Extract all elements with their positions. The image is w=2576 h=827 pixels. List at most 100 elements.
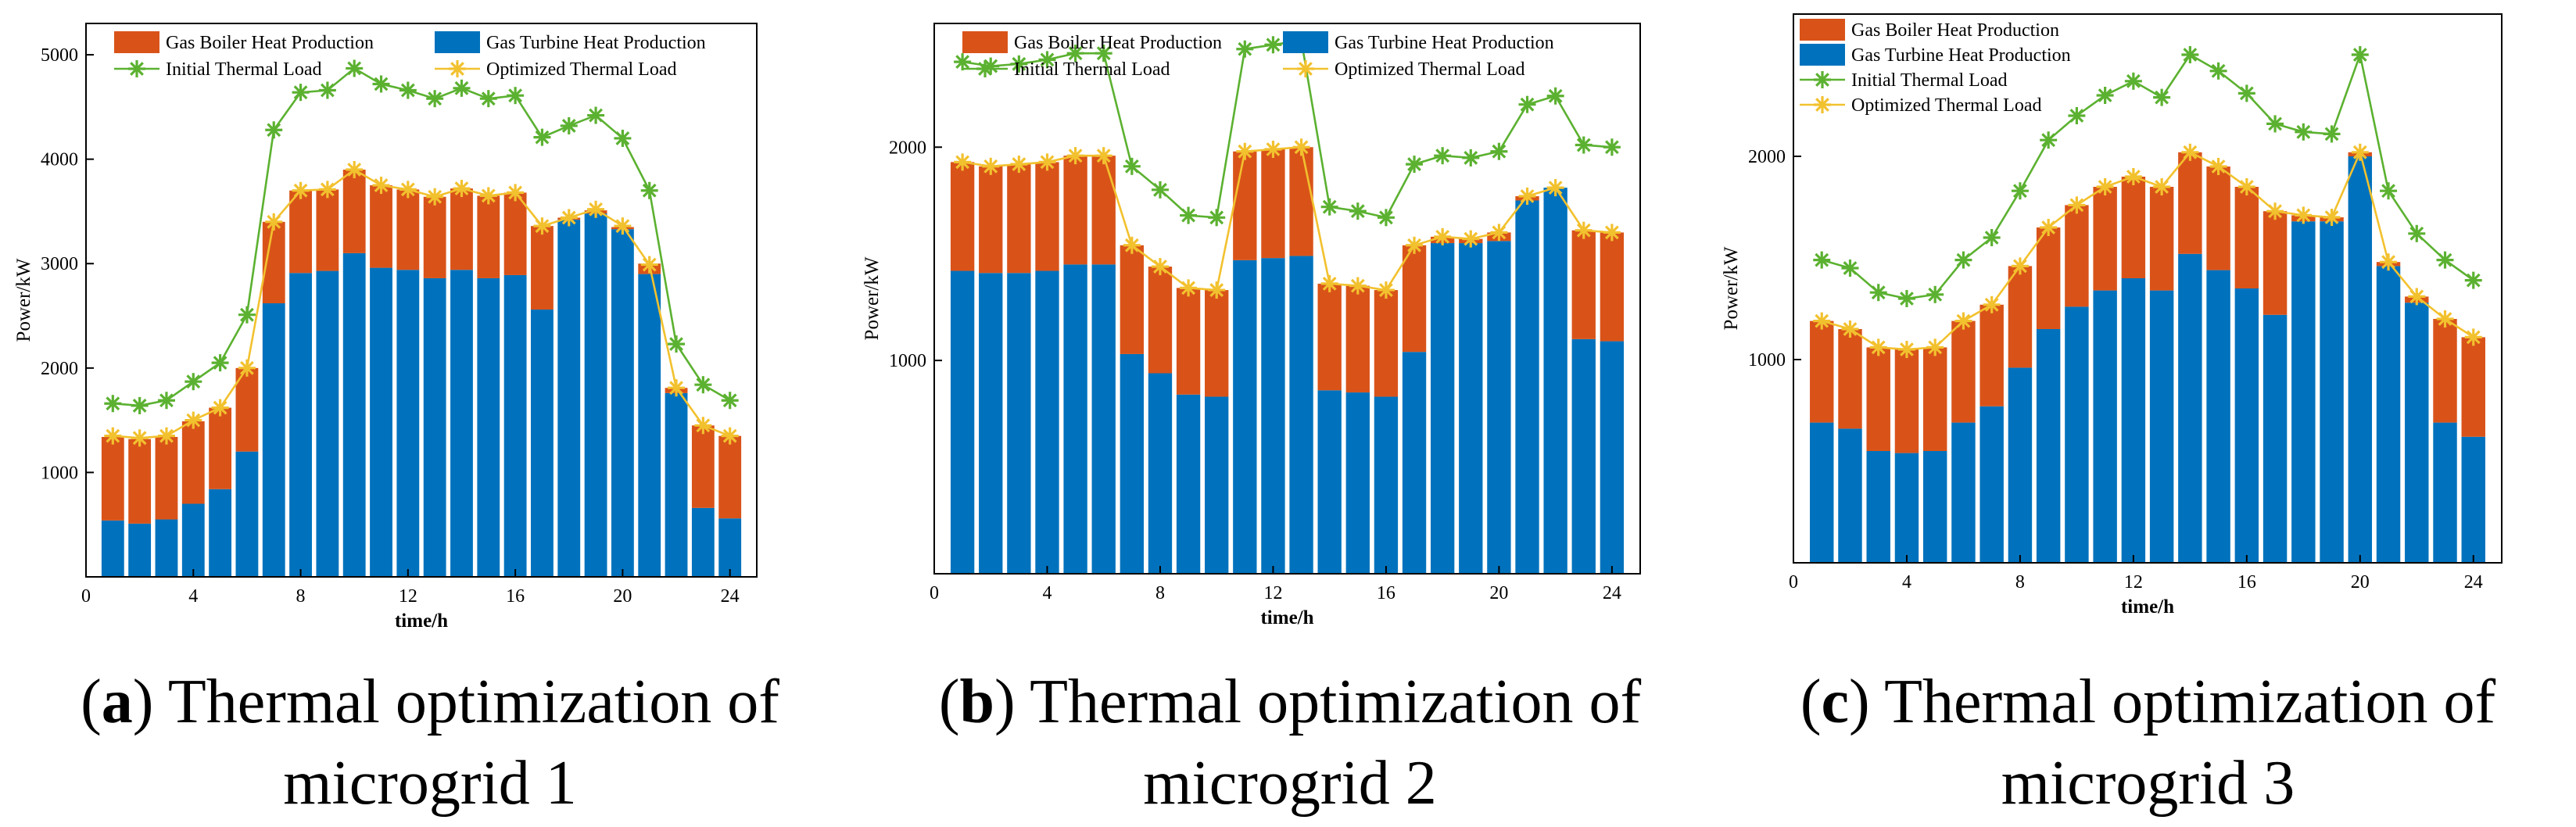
initial-load-point [211,354,229,372]
optimized-load-point-stroke [2324,210,2339,224]
initial-load-point-stroke [2041,133,2056,148]
optimized-load-point-stroke [1464,231,1478,246]
initial-load-point [1377,209,1395,227]
legend-label-boiler: Gas Boiler Heat Production [166,33,374,53]
initial-load-point [292,84,310,102]
legend-marker-optimized [449,60,466,77]
initial-load-point [1066,45,1084,63]
optimized-load-point-stroke [955,155,970,170]
y-tick-label: 2000 [41,359,78,379]
optimized-load-point-stroke [186,413,201,428]
optimized-load-point-stroke [2041,220,2056,234]
chart-a: 0 4 8 12 16 20 24 time/h 1000 2000 3000 4000 5000 Pow… [13,23,758,632]
turbine-bar [1007,273,1031,574]
boiler-bar [423,196,446,278]
boiler-bar [1289,147,1313,256]
initial-load-point [1546,87,1564,105]
initial-load-point-stroke [1604,140,1619,155]
initial-load-point-stroke [1815,252,1829,267]
optimized-load-point-stroke [267,214,281,229]
turbine-bar [2291,221,2316,563]
boiler-bar [1035,162,1059,271]
optimized-load-point [1462,230,1480,248]
initial-load-point [2040,131,2058,149]
turbine-bar [342,252,366,577]
legend-marker-optimized-stroke [1299,62,1313,76]
optimized-load-point-stroke [2268,204,2282,219]
plot-frame [85,23,758,578]
initial-load-point [1010,55,1028,73]
initial-load-point-stroke [400,83,415,98]
boiler-bar [316,189,339,271]
initial-load-point [2181,46,2199,63]
optimized-load-point [1349,277,1367,295]
legend: Gas Boiler Heat Production Gas Turbine He… [962,31,1554,80]
initial-load-point [694,376,712,394]
turbine-bar [2149,290,2174,563]
optimized-load-point [1983,295,2001,313]
initial-load-point-stroke [1322,199,1337,214]
turbine-bar [1261,258,1285,574]
optimized-load-point-stroke [1435,229,1450,244]
initial-load-point [1236,40,1254,58]
y-tick-label: 3000 [41,254,78,274]
y-tick-label: 4000 [41,150,78,170]
boiler-bar [1317,283,1342,391]
initial-load-point [479,90,497,108]
x-tick-label: 16 [506,586,525,607]
optimized-load-point-stroke [2126,170,2141,184]
turbine-bar [101,520,124,577]
optimized-load-point-stroke [1815,313,1829,328]
optimized-load-point-stroke [2098,180,2112,194]
x-tick-label: 20 [1489,583,1508,603]
optimized-load-point [346,161,364,179]
initial-load-line [113,66,731,407]
turbine-bar [584,213,607,577]
initial-load-point [1095,45,1112,63]
optimized-load-point [1095,147,1112,165]
optimized-load-point-stroke [642,257,657,272]
optimized-load-point-stroke [2211,159,2226,174]
turbine-bar [1205,396,1229,574]
initial-load-point-stroke [642,183,657,198]
boiler-bar [2036,227,2061,329]
initial-load-point-stroke [159,393,174,408]
initial-load-point [2209,62,2227,80]
plot-frame [1793,13,2503,564]
optimized-load-point [1954,312,1972,330]
initial-load-point-stroke [1576,138,1591,152]
x-tick-label: 20 [613,586,632,607]
turbine-bar [2008,367,2033,563]
initial-load-point [2351,46,2369,63]
x-tick-label: 4 [1042,583,1052,603]
optimized-load-point [1151,258,1169,276]
initial-load-point [2295,123,2313,141]
legend: Gas Boiler Heat Production Gas Turbine He… [114,31,706,80]
turbine-bar [611,229,634,577]
legend-label-turbine: Gas Turbine Heat Production [1851,45,2071,66]
optimized-load-point-stroke [106,428,120,443]
initial-load-point-stroke [267,123,281,138]
plot-frame [933,23,1641,575]
boiler-bar [1176,288,1201,395]
initial-load-point [2380,182,2398,200]
initial-load-point-stroke [561,119,576,133]
optimized-load-point-stroke [1900,342,1914,356]
optimized-load-point-stroke [428,189,442,204]
boiler-bar [155,436,178,520]
initial-load-point-stroke [2352,48,2367,62]
optimized-load-point [2011,257,2029,275]
initial-load-point [721,392,739,410]
x-tick-label: 4 [188,586,198,607]
optimized-load-point-stroke [2409,289,2424,304]
initial-load-point [668,335,686,353]
initial-load-point [104,395,122,413]
initial-load-point [2323,125,2341,143]
boiler-bar [235,367,259,452]
bars [950,147,1625,574]
turbine-bar [1866,451,1890,563]
optimized-load-point [426,188,444,206]
turbine-bar [2093,290,2117,563]
initial-load-point-stroke [2239,86,2254,101]
legend-marker-initial [976,60,994,77]
